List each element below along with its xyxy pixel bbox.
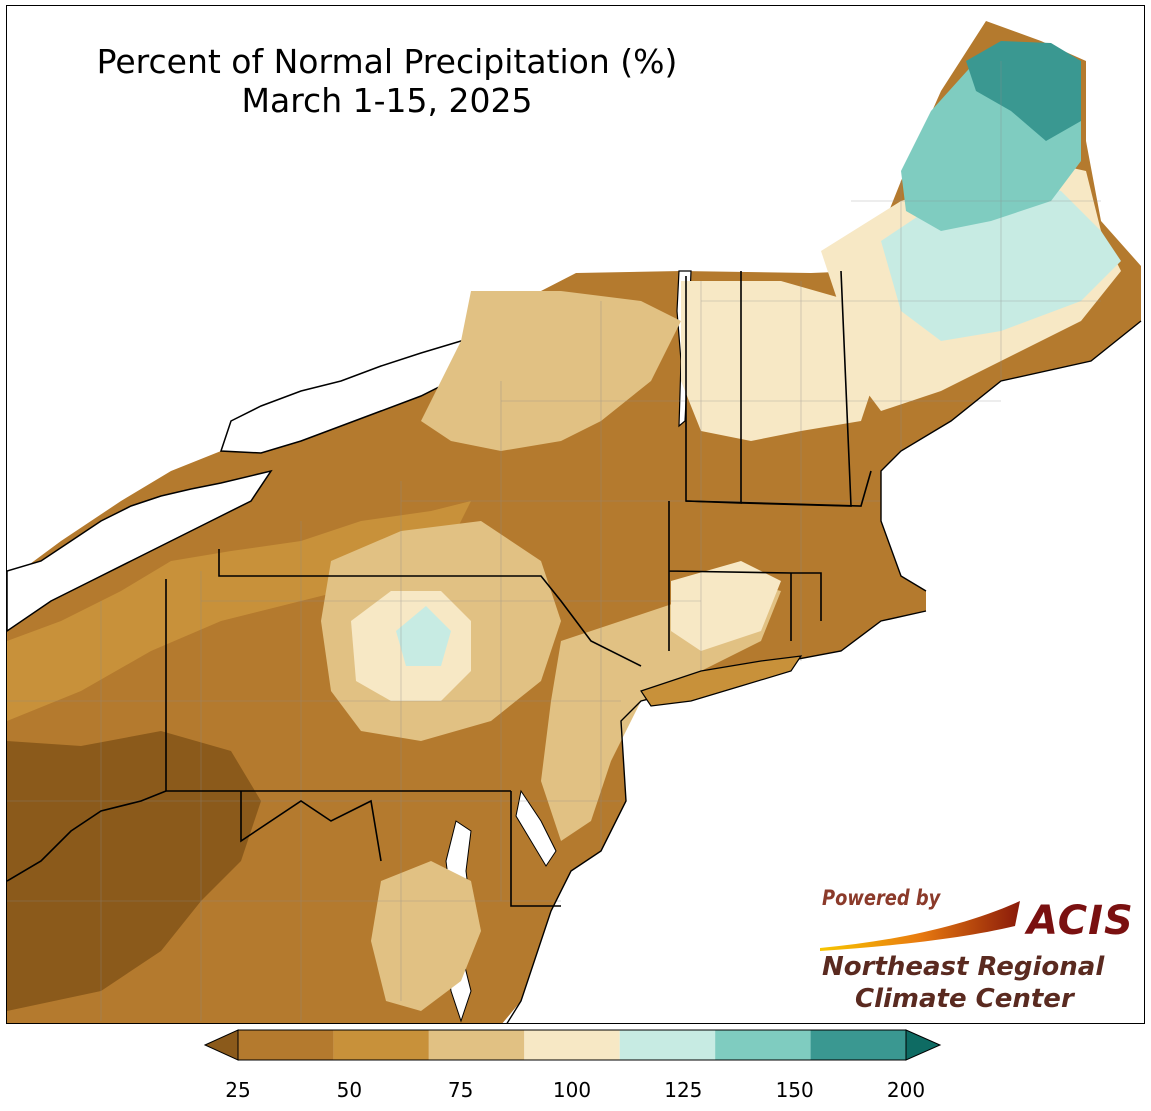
legend-tick-label: 50: [336, 1078, 363, 1102]
long-island: [640, 655, 803, 707]
county-borders: [7, 61, 1101, 1021]
legend-over-arrow: [905, 1029, 942, 1061]
map-frame: Percent of Normal Precipitation (%) Marc…: [6, 5, 1145, 1024]
legend-bin: [619, 1030, 716, 1060]
lake-erie: [7, 469, 273, 632]
region-75-md: [371, 861, 481, 1011]
legend-tick-label: 125: [664, 1078, 703, 1102]
logo-powered-by: Powered by: [822, 886, 941, 910]
logo-org-line1: Northeast Regional: [822, 952, 1105, 982]
delaware-bay: [515, 789, 557, 867]
region-75-100-ny: [421, 291, 681, 451]
legend-tick-label: 25: [225, 1078, 251, 1102]
legend-bin: [333, 1030, 429, 1060]
legend-tick-label: 75: [447, 1078, 474, 1102]
legend-bin: [810, 1030, 906, 1060]
legend-colorbar: [203, 1029, 942, 1061]
coastline: [506, 320, 1142, 1023]
atlantic-water: [507, 322, 1144, 1023]
map-title: Percent of Normal Precipitation (%): [96, 42, 678, 81]
precipitation-map: [7, 21, 1144, 1023]
logo-acis-text: ACIS: [1027, 898, 1134, 944]
legend-bin: [238, 1030, 334, 1060]
legend-bin: [524, 1030, 620, 1060]
legend-tick-label: 100: [552, 1078, 592, 1102]
region-100-ct: [671, 561, 781, 651]
logo-org-line2: Climate Center: [855, 984, 1074, 1014]
legend-tick-label: 150: [775, 1078, 814, 1102]
legend-tick-label: 200: [886, 1078, 926, 1102]
legend-bin: [428, 1030, 525, 1060]
legend-under-arrow: [203, 1029, 239, 1061]
map-subtitle-date: March 1-15, 2025: [241, 81, 533, 120]
region-200-maine: [966, 41, 1081, 141]
acis-swoosh-icon: [820, 901, 1020, 951]
region-125-pa: [396, 606, 451, 666]
legend-bin: [715, 1030, 811, 1060]
state-borders: [7, 270, 872, 907]
